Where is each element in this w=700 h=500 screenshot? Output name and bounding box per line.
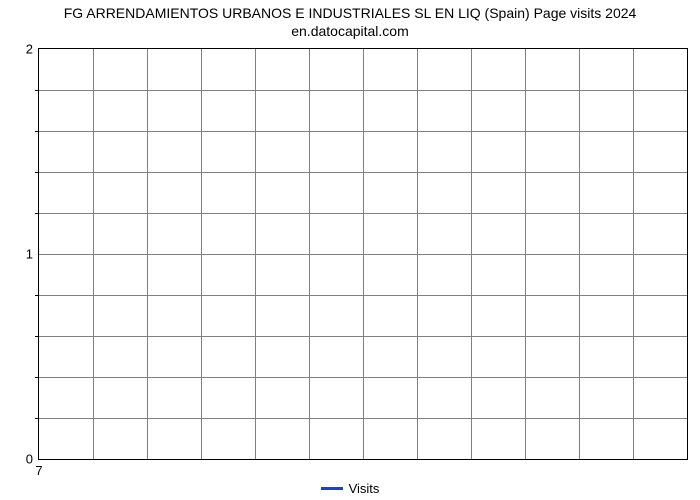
legend-item-label: Visits: [349, 481, 380, 496]
gridline-horizontal: [39, 213, 687, 214]
y-axis-minor-tick: [35, 377, 39, 378]
y-axis-minor-tick: [35, 295, 39, 296]
gridline-horizontal: [39, 254, 687, 255]
legend: Visits: [0, 478, 700, 496]
y-axis-minor-tick: [35, 336, 39, 337]
legend-swatch-icon: [321, 487, 343, 490]
gridline-horizontal: [39, 172, 687, 173]
y-axis-tick-label: 1: [26, 247, 33, 262]
legend-item: Visits: [321, 481, 380, 496]
y-axis-minor-tick: [35, 418, 39, 419]
chart-container: FG ARRENDAMIENTOS URBANOS E INDUSTRIALES…: [0, 0, 700, 500]
gridline-horizontal: [39, 336, 687, 337]
gridline-horizontal: [39, 90, 687, 91]
gridline-horizontal: [39, 295, 687, 296]
y-axis-tick-label: 2: [26, 42, 33, 57]
chart-title: FG ARRENDAMIENTOS URBANOS E INDUSTRIALES…: [0, 4, 700, 40]
plot-area: 0127: [38, 48, 688, 460]
chart-area: 0127: [38, 48, 688, 460]
gridline-horizontal: [39, 377, 687, 378]
y-axis-minor-tick: [35, 213, 39, 214]
y-axis-minor-tick: [35, 131, 39, 132]
x-axis-tick-label: 7: [35, 463, 42, 478]
gridline-horizontal: [39, 131, 687, 132]
y-axis-tick-label: 0: [26, 452, 33, 467]
y-axis-minor-tick: [35, 90, 39, 91]
y-axis-minor-tick: [35, 172, 39, 173]
gridline-horizontal: [39, 418, 687, 419]
